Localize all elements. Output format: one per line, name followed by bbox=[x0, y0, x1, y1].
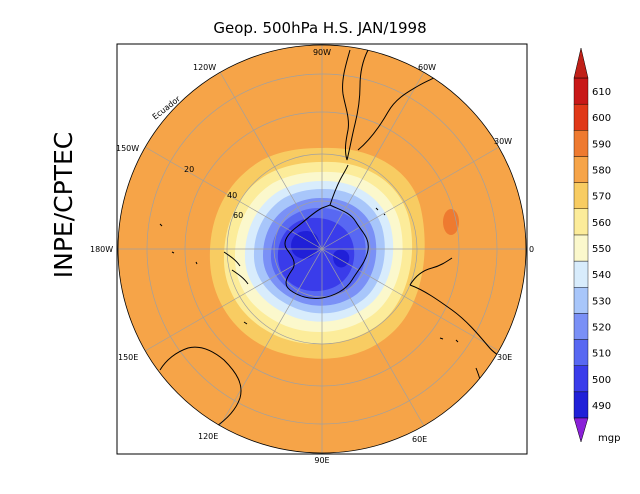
antarctica-coast bbox=[284, 204, 369, 299]
colorbar-cell-490 bbox=[573, 391, 589, 419]
colorbar-tick-600: 600 bbox=[592, 113, 611, 124]
lon-label-0: 0 bbox=[529, 245, 534, 254]
meridian-30w bbox=[321, 146, 500, 250]
polar-map bbox=[118, 45, 526, 453]
colorbar-cell-500 bbox=[573, 365, 589, 393]
colorbar-cell-530 bbox=[573, 287, 589, 314]
meridian-120w bbox=[219, 71, 323, 250]
colorbar-cell-550 bbox=[573, 234, 589, 262]
lat-label-20: 20 bbox=[184, 165, 194, 174]
colorbar-cell-580 bbox=[573, 156, 589, 183]
meridian-150e bbox=[144, 248, 323, 352]
islands bbox=[159, 207, 459, 343]
colorbar-cell-570 bbox=[573, 182, 589, 209]
lon-label-90e: 90E bbox=[314, 456, 329, 465]
meridian-150w bbox=[144, 146, 323, 250]
colorbar-tick-490: 490 bbox=[592, 401, 611, 412]
colorbar-tick-550: 550 bbox=[592, 244, 611, 255]
side-label: INPE/CPTEC bbox=[49, 132, 78, 278]
lon-label-180w: 180W bbox=[90, 245, 113, 254]
south-america-coast bbox=[342, 49, 369, 161]
colorbar-tick-560: 560 bbox=[592, 218, 611, 229]
longitude-labels: 0 30E 60E 90E 120E 150E 180W 150W 120W 9… bbox=[90, 48, 534, 465]
antarctic-peninsula bbox=[329, 164, 349, 206]
lon-label-60w: 60W bbox=[418, 63, 436, 72]
colorbar-tick-520: 520 bbox=[592, 322, 611, 333]
map-title: Geop. 500hPa H.S. JAN/1998 bbox=[213, 19, 426, 37]
map-boundary bbox=[117, 44, 527, 454]
graticule bbox=[118, 45, 526, 453]
colorbar-tick-510: 510 bbox=[592, 349, 611, 360]
lon-label-120w: 120W bbox=[193, 63, 216, 72]
meridian-30e bbox=[321, 248, 500, 352]
lon-label-150e: 150E bbox=[118, 353, 138, 362]
meridian-60e bbox=[321, 248, 425, 427]
lat-label-40: 40 bbox=[227, 191, 237, 200]
colorbar-tick-590: 590 bbox=[592, 139, 611, 150]
lat-label-60: 60 bbox=[233, 211, 243, 220]
lon-label-90w: 90W bbox=[313, 48, 331, 57]
colorbar-arrow-high bbox=[573, 47, 589, 79]
new-zealand-coast bbox=[223, 251, 249, 285]
colorbar-tick-610: 610 bbox=[592, 87, 611, 98]
colorbar-tick-580: 580 bbox=[592, 166, 611, 177]
colorbar-tick-570: 570 bbox=[592, 192, 611, 203]
colorbar: 490500510520530540550560570580590600610 … bbox=[573, 47, 620, 444]
colorbar-cell-520 bbox=[573, 313, 589, 340]
colorbar-tick-540: 540 bbox=[592, 270, 611, 281]
lon-label-60e: 60E bbox=[412, 435, 427, 444]
colorbar-cell-560 bbox=[573, 208, 589, 236]
colorbar-cell-510 bbox=[573, 339, 589, 366]
lon-label-30w: 30W bbox=[494, 137, 512, 146]
colorbar-unit: mgp bbox=[598, 433, 620, 444]
meridian-120e bbox=[219, 248, 323, 427]
meridian-60w bbox=[321, 71, 425, 250]
colorbar-cell-540 bbox=[573, 260, 589, 288]
colorbar-cell-590 bbox=[573, 130, 589, 157]
lon-label-150w: 150W bbox=[116, 144, 139, 153]
lon-label-30e: 30E bbox=[497, 353, 512, 362]
coastlines bbox=[159, 49, 517, 433]
colorbar-tick-530: 530 bbox=[592, 296, 611, 307]
colorbar-cell-610 bbox=[573, 77, 589, 105]
colorbar-cell-600 bbox=[573, 103, 589, 131]
colorbar-arrow-low bbox=[573, 417, 589, 443]
colorbar-tick-500: 500 bbox=[592, 375, 611, 386]
lon-label-120e: 120E bbox=[198, 432, 218, 441]
